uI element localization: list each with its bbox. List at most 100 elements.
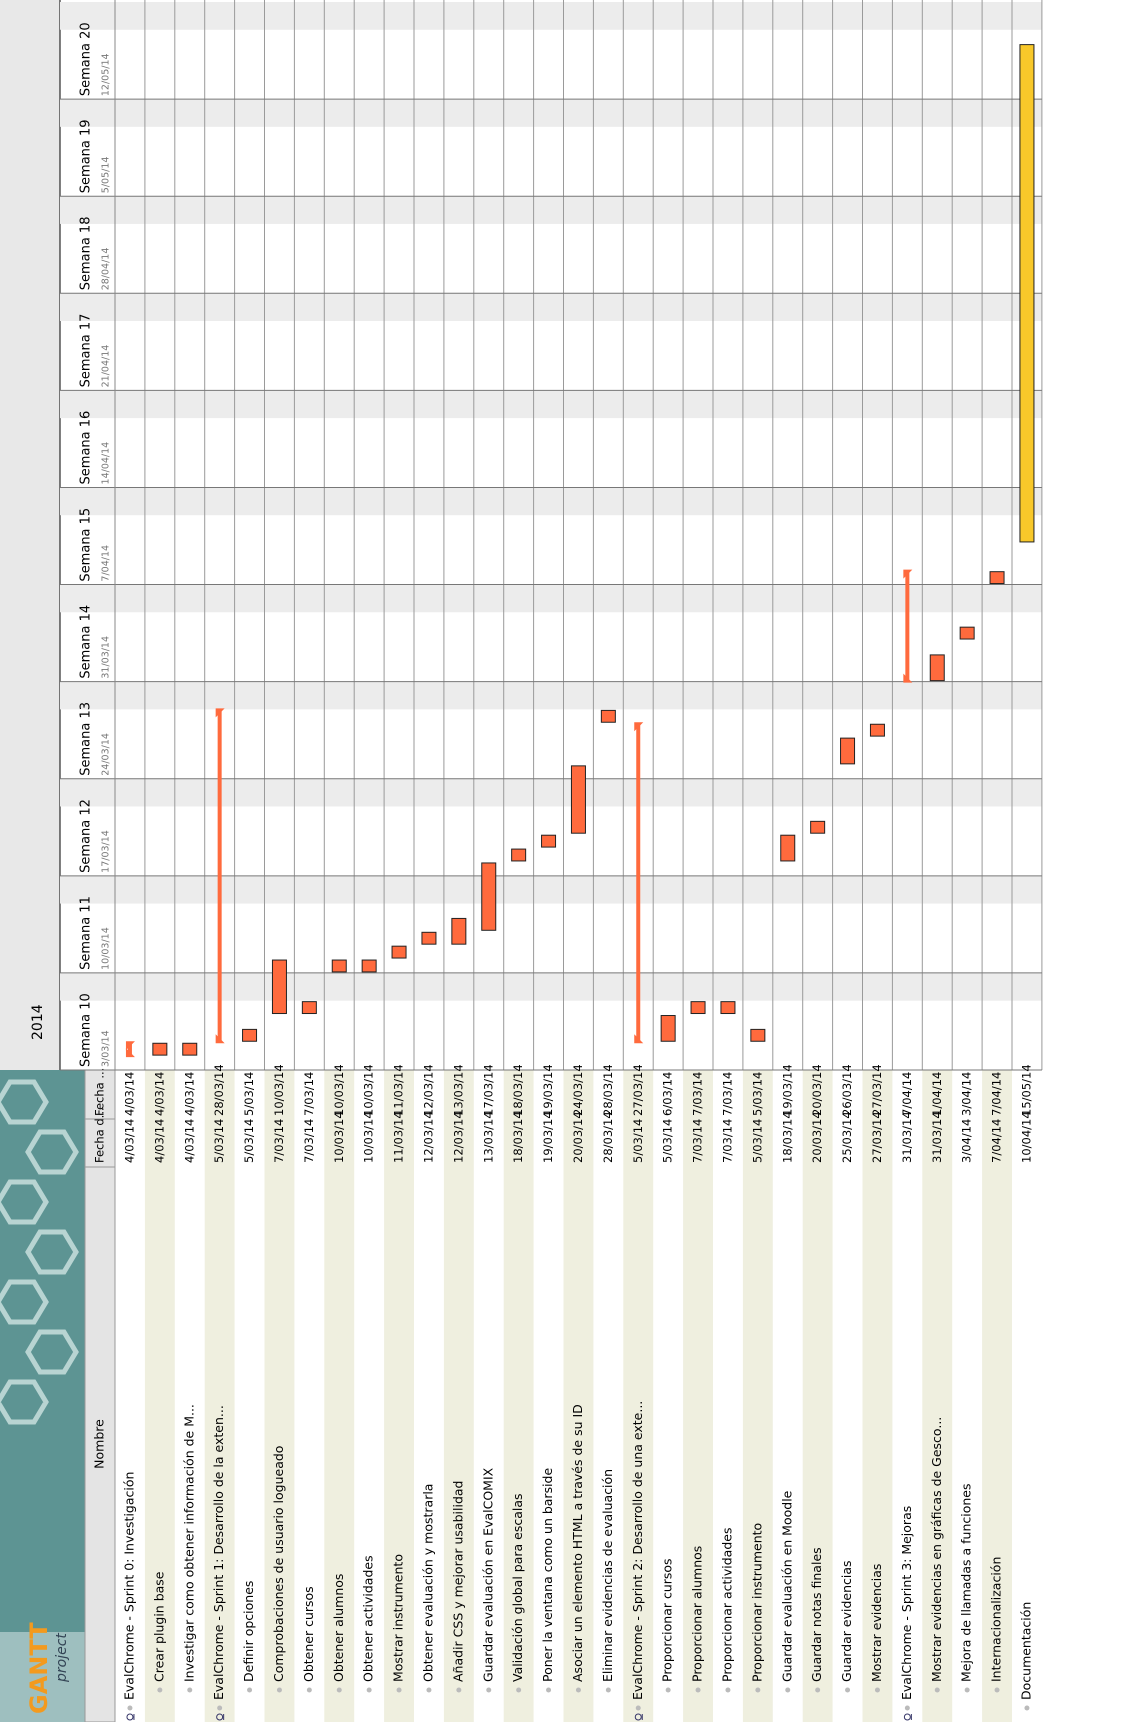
row-bullet [247,1687,253,1693]
week-date: 12/05/14 [101,53,112,96]
row-bullet [665,1687,671,1693]
summary-end [903,673,913,683]
task-bar [989,571,1005,585]
row-stripe [503,1070,534,1722]
task-start: 7/04/14 [990,1119,1004,1163]
task-start: 13/03/14 [481,1111,495,1163]
task-name: Proporcionar cursos [660,1558,675,1682]
task-start: 4/03/14 [182,1119,196,1163]
task-name: Comprobaciones de usuario logueado [271,1446,286,1682]
column-header: Fecha ... [93,1068,107,1116]
week-label: Semana 12 [79,799,94,873]
task-start: 7/03/14 [720,1119,734,1163]
row-bullet [486,1687,492,1693]
task-end: 10/03/14 [362,1064,376,1116]
logo-hexagons [0,1079,79,1425]
row-bullet [396,1687,402,1693]
row-bullet [276,1687,282,1693]
task-name: Internacionalización [989,1557,1004,1682]
task-start: 10/03/14 [332,1111,346,1163]
task-start: 18/03/14 [780,1111,794,1163]
expand-icon [903,1713,911,1721]
task-name: Guardar evaluación en EvalCOMIX [480,1467,495,1682]
summary-end [634,1034,644,1044]
task-start: 4/03/14 [152,1119,166,1163]
row-bullet [934,1687,940,1693]
task-start: 20/03/14 [571,1111,585,1163]
year-label: 2014 [30,1004,46,1040]
task-name: Guardar evidencias [839,1560,854,1682]
weekend-band [60,681,1042,710]
weekend-band [60,778,1042,807]
task-start: 10/03/14 [362,1111,376,1163]
weekend-band [60,584,1042,613]
task-bar [840,737,856,765]
task-name: Obtener alumnos [331,1574,346,1682]
task-bar [780,834,796,862]
task-bar [511,848,527,862]
task-name: Proporcionar instrumento [749,1523,764,1682]
row-bullet [874,1687,880,1693]
row-bullet [725,1687,731,1693]
week-date: 7/04/14 [101,545,112,582]
task-name: Poner la ventana como un barside [540,1468,555,1682]
task-name: Eliminar evidencias de evaluación [600,1469,615,1682]
task-bar [690,1001,706,1015]
task-bar [570,765,586,834]
row-bullet [994,1687,1000,1693]
task-bar [660,1015,676,1042]
task-bar [1019,44,1035,543]
week-label: Semana 20 [79,22,94,96]
row-stripe [922,1070,953,1722]
week-date: 17/03/14 [101,830,112,873]
task-start: 20/03/14 [810,1111,824,1163]
task-end: 28/03/14 [212,1064,226,1116]
task-end: 1/04/14 [930,1072,944,1116]
task-bar [361,959,377,973]
weekend-band [60,390,1042,419]
week-label: Semana 17 [79,314,94,388]
weekend-band [60,293,1042,322]
row-bullet [964,1687,970,1693]
task-name: Documentación [1018,1602,1033,1700]
summary-end [215,1034,225,1044]
task-name: Investigar como obtener información de M… [181,1404,196,1682]
week-date: 24/03/14 [101,733,112,776]
task-bar [959,626,975,640]
task-bar [421,931,437,945]
task-name: Mostrar evidencias en gráficas de Gesco.… [929,1417,944,1682]
task-end: 5/03/14 [750,1072,764,1116]
week-label: Semana 14 [79,605,94,679]
row-stripe [802,1070,833,1722]
weekend-band [60,2,1042,30]
summary-end [125,1048,135,1058]
task-end: 19/03/14 [780,1064,794,1116]
task-start: 12/03/14 [421,1111,435,1163]
week-label: Semana 19 [79,119,94,193]
task-end: 27/03/14 [631,1064,645,1116]
task-end: 15/05/14 [1019,1064,1033,1116]
week-label: Semana 15 [79,508,94,582]
task-end: 7/04/14 [900,1072,914,1116]
task-name: EvalChrome - Sprint 3: Mejoras [899,1506,914,1700]
column-header: Fecha d... [93,1107,107,1163]
year-header [0,0,60,1070]
task-start: 18/03/14 [511,1111,525,1163]
row-bullet [1024,1705,1030,1711]
week-label: Semana 10 [79,993,94,1067]
week-date: 21/04/14 [101,345,112,388]
task-end: 10/03/14 [332,1064,346,1116]
row-bullet [605,1687,611,1693]
row-bullet [336,1687,342,1693]
week-label: Semana 13 [79,702,94,776]
summary-end [215,708,225,718]
row-stripe [982,1070,1012,1722]
task-name: Crear plugin base [151,1571,166,1682]
task-bar [481,862,497,931]
task-start: 11/03/14 [392,1111,406,1163]
task-end: 4/03/14 [182,1072,196,1116]
row-stripe [324,1070,355,1722]
row-stripe [384,1070,415,1722]
week-label: Semana 16 [79,411,94,485]
